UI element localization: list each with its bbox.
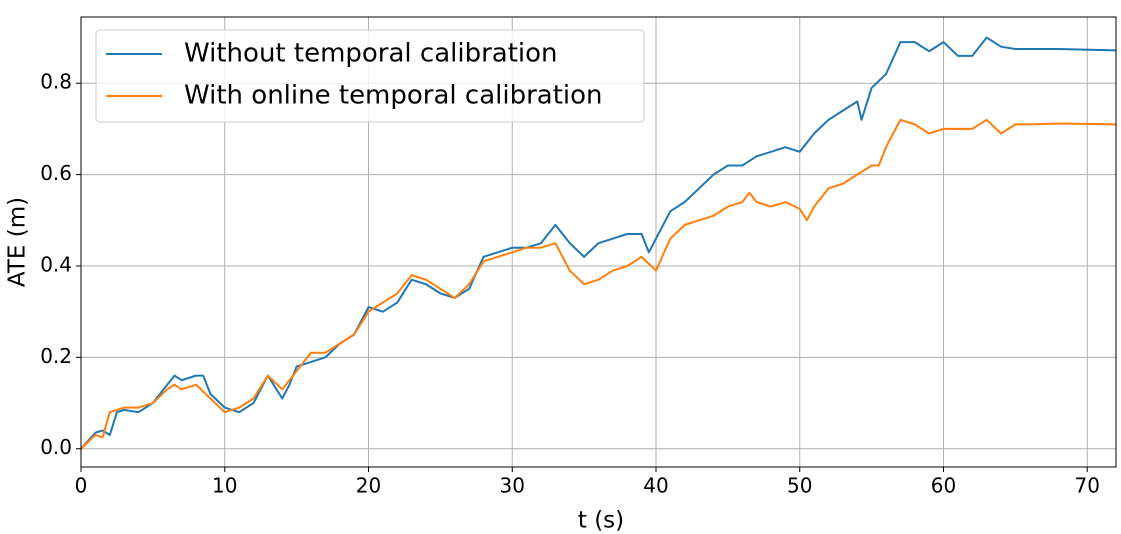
- x-axis-label: t (s): [578, 508, 624, 534]
- x-tick-label: 10: [212, 474, 237, 498]
- x-tick-label: 70: [1075, 474, 1100, 498]
- x-tick-label: 40: [643, 474, 668, 498]
- legend-box: [95, 29, 645, 123]
- y-tick-label: 0.4: [40, 252, 72, 276]
- legend-label: With online temporal calibration: [184, 81, 603, 111]
- lines: [80, 36, 1117, 450]
- x-tick-label: 0: [75, 474, 88, 498]
- legend-label: Without temporal calibration: [184, 39, 558, 69]
- x-tick-label: 20: [356, 474, 381, 498]
- y-tick-label: 0.8: [40, 70, 72, 94]
- y-tick-label: 0.2: [40, 344, 72, 368]
- x-tick-label: 30: [500, 474, 525, 498]
- data-line: [80, 36, 1117, 450]
- data-line: [80, 118, 1117, 450]
- y-tick-label: 0.6: [40, 161, 72, 185]
- x-tick-label: 50: [787, 474, 812, 498]
- y-tick-label: 0.0: [40, 435, 72, 459]
- x-tick-label: 60: [931, 474, 956, 498]
- plot-frame: [80, 16, 1117, 468]
- y-axis-label: ATE (m): [5, 197, 31, 287]
